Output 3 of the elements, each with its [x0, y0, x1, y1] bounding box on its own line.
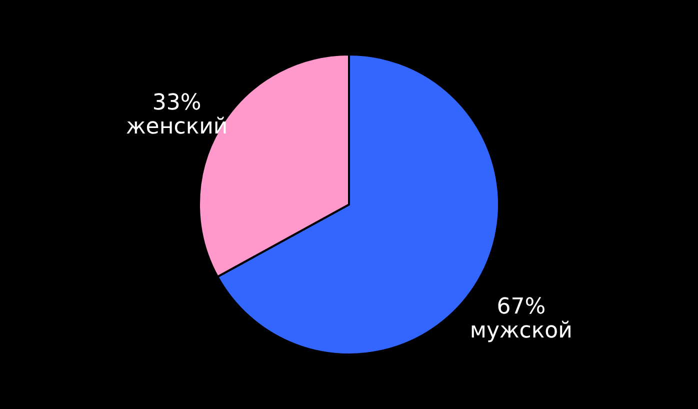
data-label: 67%: [496, 294, 546, 320]
slice-label: мужской: [470, 318, 572, 344]
data-label: 33%: [152, 90, 202, 116]
